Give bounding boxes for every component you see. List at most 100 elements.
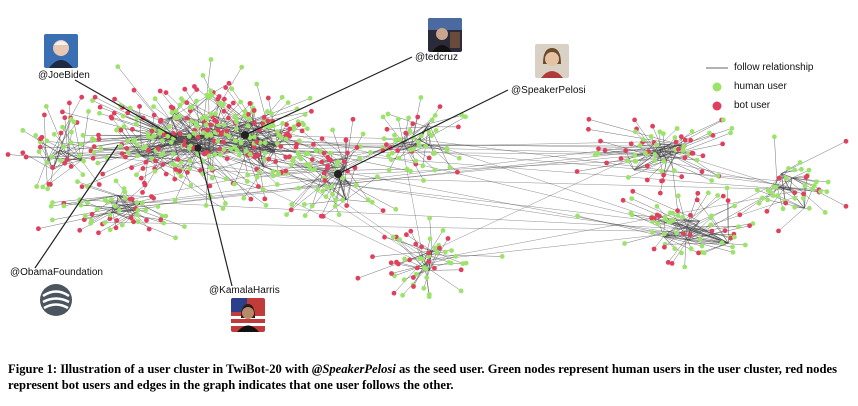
user-node: [82, 213, 88, 219]
edge: [124, 177, 334, 206]
user-node: [92, 94, 98, 100]
user-node: [434, 249, 440, 255]
user-node: [91, 150, 97, 155]
user-node: [426, 155, 432, 161]
edge: [112, 212, 117, 228]
edge: [427, 254, 503, 257]
user-node: [393, 137, 398, 143]
user-node: [113, 225, 119, 231]
edge: [141, 148, 190, 157]
user-node: [36, 226, 41, 232]
user-node: [682, 155, 688, 161]
user-node: [160, 138, 165, 143]
user-node: [229, 86, 235, 92]
edge: [595, 144, 682, 156]
edge: [309, 157, 348, 166]
label-joebiden: @JoeBiden: [38, 70, 90, 81]
user-node: [107, 227, 113, 233]
user-node: [252, 154, 258, 160]
user-node: [112, 203, 118, 209]
user-node: [241, 113, 247, 119]
edge: [694, 187, 769, 227]
user-node: [160, 151, 166, 156]
user-node: [411, 146, 416, 152]
user-node: [381, 136, 387, 142]
user-node: [388, 260, 394, 266]
user-node: [46, 181, 52, 187]
user-node: [246, 112, 251, 117]
user-node: [269, 111, 274, 116]
user-node: [108, 114, 114, 120]
callout-line-tedcruz: [244, 56, 413, 136]
user-node: [173, 108, 179, 114]
user-node: [710, 133, 716, 138]
user-node: [152, 96, 158, 102]
user-node: [622, 241, 627, 246]
edge: [172, 144, 416, 261]
user-node: [675, 193, 681, 199]
user-node: [71, 119, 77, 125]
user-node: [586, 116, 592, 122]
user-node: [426, 250, 431, 256]
user-node: [102, 197, 108, 203]
edge: [687, 239, 746, 246]
user-node: [213, 111, 218, 117]
user-node: [251, 134, 257, 140]
user-node: [440, 228, 446, 233]
user-node: [20, 127, 26, 133]
user-node: [274, 182, 280, 187]
user-node: [324, 184, 330, 190]
user-node: [843, 203, 849, 209]
edge: [410, 126, 427, 150]
user-node: [251, 144, 257, 150]
user-node: [222, 96, 227, 102]
user-node: [62, 115, 68, 121]
edge: [268, 145, 279, 160]
edge: [79, 212, 113, 231]
user-node: [161, 132, 167, 138]
user-node: [194, 124, 200, 130]
user-node: [822, 210, 828, 215]
edge: [428, 123, 451, 168]
edge: [659, 144, 682, 151]
edge: [285, 156, 347, 200]
user-node: [170, 151, 176, 157]
user-node: [307, 95, 313, 101]
user-node: [602, 147, 608, 153]
user-node: [390, 234, 396, 240]
user-node: [204, 116, 210, 122]
edge: [192, 143, 795, 191]
user-node: [81, 217, 87, 223]
user-node: [722, 228, 728, 234]
edge: [110, 150, 651, 211]
user-node: [720, 141, 725, 147]
user-node: [389, 150, 395, 156]
obamafoundation-logo: [39, 283, 73, 317]
user-node: [60, 109, 65, 115]
user-node: [657, 190, 663, 196]
user-node: [724, 185, 730, 191]
edge: [142, 137, 175, 193]
user-node: [81, 158, 86, 164]
user-node: [697, 236, 703, 242]
user-node: [355, 275, 361, 281]
user-node: [129, 165, 135, 171]
edge: [207, 124, 253, 131]
user-node: [680, 214, 686, 220]
user-node: [284, 212, 289, 218]
user-node: [596, 146, 601, 152]
user-node: [278, 144, 284, 149]
edge: [112, 212, 132, 218]
user-node: [124, 146, 130, 151]
user-node: [97, 104, 103, 110]
edge: [420, 151, 645, 257]
user-node: [394, 259, 399, 265]
user-node: [598, 138, 603, 144]
user-node: [207, 183, 213, 189]
user-node: [709, 228, 715, 234]
user-node: [302, 202, 307, 207]
edge: [52, 132, 62, 170]
edge: [328, 158, 347, 200]
user-node: [386, 167, 392, 173]
edge: [696, 199, 729, 244]
